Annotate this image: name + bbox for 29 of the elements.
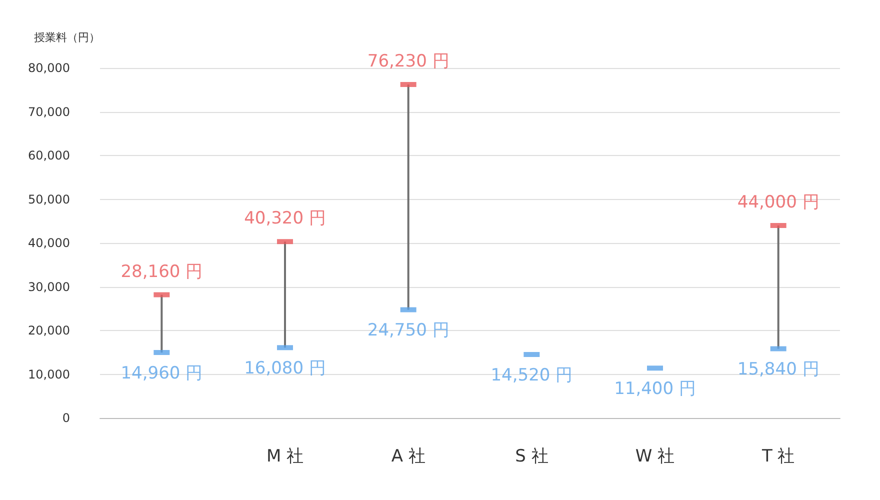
y-tick-label: 80,000 <box>28 61 70 75</box>
x-tick-label: S 社 <box>515 446 548 466</box>
data-label: 28,160 円 <box>120 262 203 282</box>
data-label: 14,520 円 <box>490 365 573 386</box>
y-tick-label: 40,000 <box>28 236 70 250</box>
y-tick-label: 60,000 <box>28 148 70 162</box>
y-tick-label: 20,000 <box>28 324 70 338</box>
data-label: 14,960 円 <box>120 364 203 384</box>
data-label: 15,840 円 <box>737 360 820 380</box>
bar <box>160 294 163 353</box>
y-tick-label: 0 <box>62 411 70 425</box>
y-tick-label: 50,000 <box>28 192 70 206</box>
data-label: 44,000 円 <box>737 192 820 212</box>
data-label: 24,750 円 <box>367 320 450 341</box>
x-tick-label: M 社 <box>266 446 304 466</box>
y-axis-title: 授業料（円） <box>34 31 100 44</box>
x-tick-label: W 社 <box>635 446 675 466</box>
x-tick-label: T 社 <box>760 446 795 466</box>
data-label: 76,230 円 <box>367 51 450 72</box>
data-label: 16,080 円 <box>244 358 326 379</box>
data-label: 40,320 円 <box>244 208 326 229</box>
x-tick-label: A 社 <box>391 446 426 466</box>
bar <box>777 226 780 349</box>
y-tick-label: 10,000 <box>28 367 70 382</box>
y-tick-label: 30,000 <box>28 280 70 294</box>
y-tick-label: 70,000 <box>28 104 70 119</box>
bar <box>407 84 410 310</box>
data-label: 11,400 円 <box>614 379 696 400</box>
bar <box>284 242 286 348</box>
